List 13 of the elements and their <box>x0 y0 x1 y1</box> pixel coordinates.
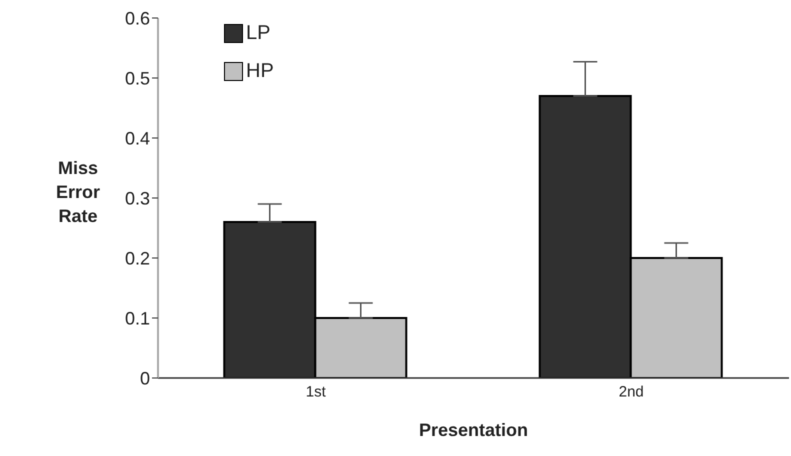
y-tick-label: 0.2 <box>124 248 150 268</box>
legend-label: HP <box>246 60 274 82</box>
y-axis-title: Miss Error Rate <box>56 158 100 226</box>
y-tick-label: 0.5 <box>124 68 150 88</box>
y-tick-label: 0 <box>140 368 150 388</box>
legend-label: LP <box>246 22 270 44</box>
x-tick-label: 1st <box>306 384 327 401</box>
x-tick-label: 2nd <box>618 384 644 401</box>
y-tick-label: 0.1 <box>124 308 150 328</box>
y-tick-label: 0.4 <box>124 128 150 148</box>
y-tick-label: 0.3 <box>124 188 150 208</box>
y-tick-label: 0.6 <box>124 8 150 28</box>
x-axis-title: Presentation <box>418 420 528 440</box>
